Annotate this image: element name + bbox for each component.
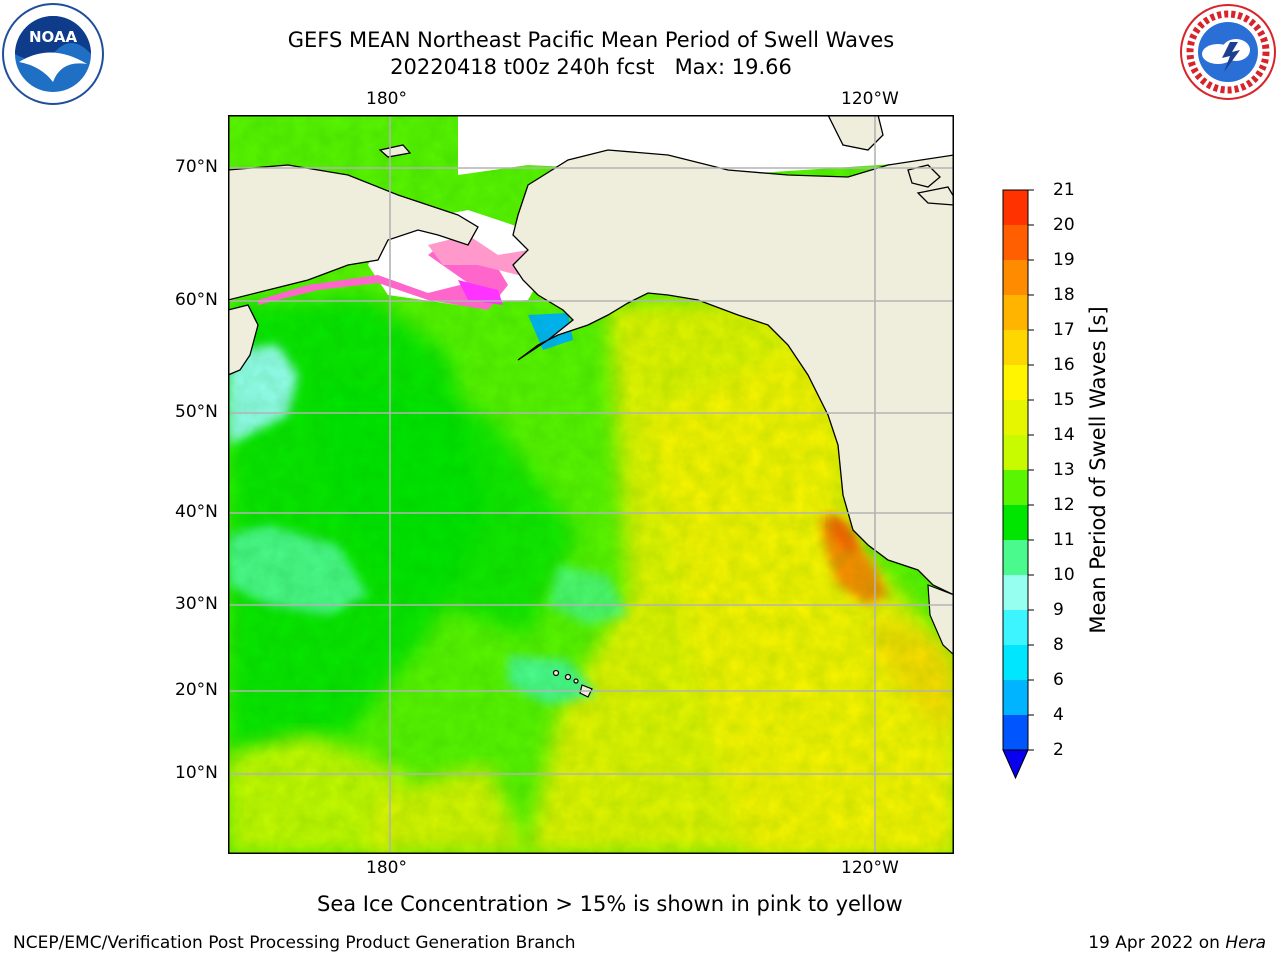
lat-label-40n: 40°N: [175, 502, 218, 522]
colorbar-tick-label: 9: [1053, 600, 1064, 620]
lat-label-50n: 50°N: [175, 402, 218, 422]
colorbar-segment: [1003, 400, 1028, 435]
land-masses: [228, 115, 954, 596]
lon-label-bottom-120w: 120°W: [841, 858, 899, 878]
colorbar-tick-label: 2: [1053, 740, 1064, 760]
lat-label-60n: 60°N: [175, 290, 218, 310]
colorbar-segment: [1003, 715, 1028, 750]
nws-logo: [1178, 2, 1278, 102]
colorbar-extend-low: [1002, 749, 1029, 780]
colorbar-segment: [1003, 435, 1028, 470]
lat-label-30n: 30°N: [175, 594, 218, 614]
colorbar-segment: [1003, 260, 1028, 295]
map-frame: [228, 115, 954, 854]
colorbar-tick-label: 11: [1053, 530, 1075, 550]
colorbar-segment: [1003, 365, 1028, 400]
colorbar-tick-label: 18: [1053, 285, 1075, 305]
colorbar-segment: [1003, 190, 1028, 225]
colorbar-title: Mean Period of Swell Waves [s]: [1086, 306, 1110, 634]
colorbar-segment: [1003, 610, 1028, 645]
lon-label-top-120w: 120°W: [841, 89, 899, 109]
colorbar-segment: [1003, 540, 1028, 575]
colorbar-segment: [1003, 330, 1028, 365]
colorbar-tick-label: 4: [1053, 705, 1064, 725]
graticule: [228, 115, 954, 854]
colorbar-tick-label: 13: [1053, 460, 1075, 480]
colorbar-segment: [1003, 225, 1028, 260]
credit-left: NCEP/EMC/Verification Post Processing Pr…: [13, 933, 576, 953]
svg-text:NOAA: NOAA: [29, 28, 78, 46]
map-panel: [228, 115, 954, 854]
map-svg: [228, 115, 954, 854]
credit-date: 19 Apr 2022 on: [1088, 933, 1226, 953]
lat-label-10n: 10°N: [175, 763, 218, 783]
lat-label-70n: 70°N: [175, 157, 218, 177]
lat-label-20n: 20°N: [175, 680, 218, 700]
colorbar-segment: [1003, 680, 1028, 715]
colorbar-tick-label: 6: [1053, 670, 1064, 690]
lon-label-top-180: 180°: [366, 89, 407, 109]
colorbar-tick-label: 19: [1053, 250, 1075, 270]
colorbar-tick-label: 12: [1053, 495, 1075, 515]
colorbar-segment: [1003, 505, 1028, 540]
colorbar-segment: [1003, 295, 1028, 330]
chart-title: GEFS MEAN Northeast Pacific Mean Period …: [287, 28, 895, 52]
colorbar-segment: [1003, 575, 1028, 610]
colorbar-tick-label: 14: [1053, 425, 1075, 445]
credit-host: Hera: [1225, 933, 1266, 953]
colorbar-tick-label: 10: [1053, 565, 1075, 585]
colorbar-tick-label: 8: [1053, 635, 1064, 655]
credit-right: 19 Apr 2022 on Hera: [1088, 933, 1266, 953]
colorbar-segment: [1003, 470, 1028, 505]
colorbar-segment: [1003, 645, 1028, 680]
sea-ice-footnote: Sea Ice Concentration > 15% is shown in …: [317, 892, 903, 916]
colorbar: [995, 185, 1055, 785]
colorbar-tick-label: 15: [1053, 390, 1075, 410]
colorbar-tick-label: 17: [1053, 320, 1075, 340]
colorbar-tick-label: 16: [1053, 355, 1075, 375]
chart-subtitle: 20220418 t00z 240h fcst Max: 19.66: [390, 55, 792, 79]
noaa-logo: NOAA: [1, 2, 105, 106]
lon-label-bottom-180: 180°: [366, 858, 407, 878]
colorbar-tick-label: 21: [1053, 180, 1075, 200]
colorbar-tick-label: 20: [1053, 215, 1075, 235]
